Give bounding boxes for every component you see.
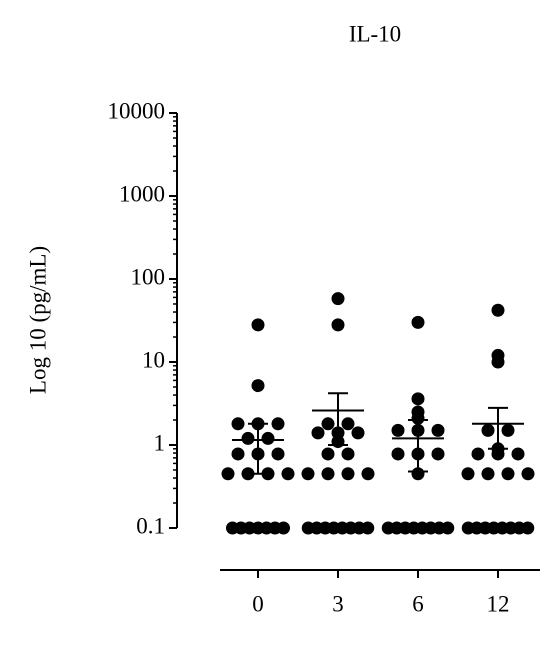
data-point [321, 447, 335, 461]
chart-title: IL-10 [349, 21, 401, 46]
x-tick-label: 6 [412, 591, 424, 616]
data-point [361, 521, 375, 535]
data-point [331, 292, 345, 306]
data-point [341, 467, 355, 481]
x-tick-label: 3 [332, 591, 344, 616]
y-tick-label: 10 [142, 347, 165, 372]
data-point [231, 447, 245, 461]
data-point [241, 431, 255, 445]
y-tick-label: 1 [154, 430, 166, 455]
x-tick-label: 0 [252, 591, 264, 616]
y-tick-label: 1000 [119, 181, 165, 206]
data-point [491, 447, 505, 461]
data-point [501, 467, 515, 481]
data-point [321, 417, 335, 431]
data-point [431, 447, 445, 461]
data-point [301, 467, 315, 481]
data-point [411, 392, 425, 406]
y-tick-label: 100 [131, 264, 166, 289]
data-point [411, 315, 425, 329]
data-point [491, 355, 505, 369]
data-point [311, 426, 325, 440]
y-axis-label: Log 10 (pg/mL) [25, 246, 50, 394]
data-point [271, 447, 285, 461]
y-tick-label: 0.1 [136, 513, 165, 538]
data-point [251, 318, 265, 332]
data-point [481, 423, 495, 437]
data-point [521, 467, 535, 481]
x-tick-label: 12 [487, 591, 510, 616]
data-point [251, 379, 265, 393]
data-point [411, 411, 425, 425]
data-point [231, 417, 245, 431]
data-point [361, 467, 375, 481]
y-tick-label: 10000 [108, 98, 166, 123]
data-point [491, 303, 505, 317]
data-point [321, 467, 335, 481]
data-point [501, 423, 515, 437]
data-point [431, 423, 445, 437]
data-point [521, 521, 535, 535]
data-point [481, 467, 495, 481]
data-point [471, 447, 485, 461]
data-point [461, 467, 475, 481]
data-point [391, 423, 405, 437]
data-point [271, 417, 285, 431]
data-point [261, 431, 275, 445]
data-point [331, 318, 345, 332]
data-point [341, 417, 355, 431]
data-point [281, 467, 295, 481]
data-point [441, 521, 455, 535]
data-point [221, 467, 235, 481]
data-point [341, 447, 355, 461]
data-point [277, 521, 290, 535]
data-point [391, 447, 405, 461]
data-point [511, 447, 525, 461]
data-point [351, 426, 365, 440]
